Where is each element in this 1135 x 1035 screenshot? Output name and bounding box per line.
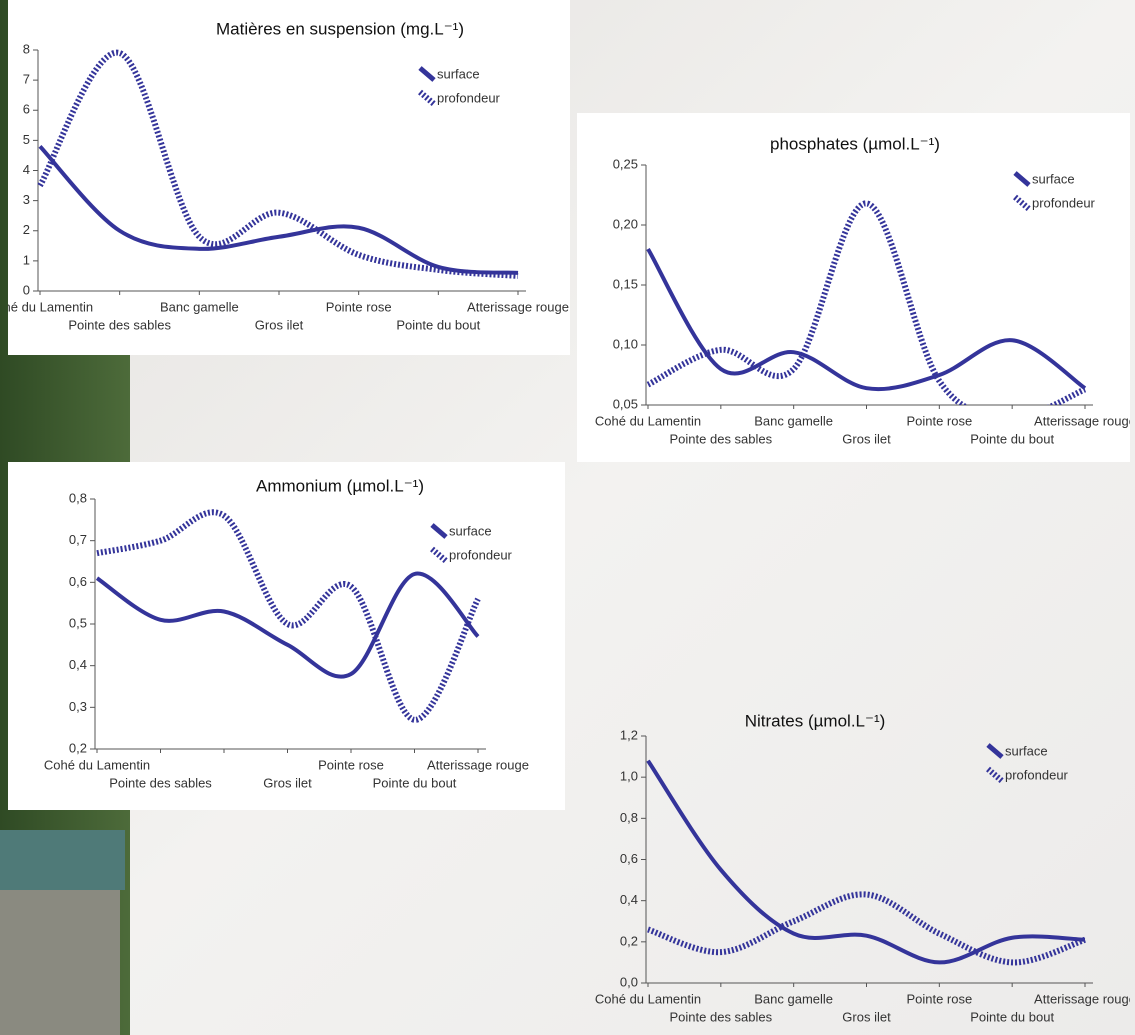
y-tick-label: 0,3 <box>69 699 87 714</box>
legend-label: profondeur <box>1032 195 1096 210</box>
y-tick-label: 5 <box>23 132 30 147</box>
panel <box>577 113 1130 462</box>
y-tick-label: 0,5 <box>69 615 87 630</box>
x-tick-label: Gros ilet <box>842 1009 891 1024</box>
x-tick-label: Pointe des sables <box>68 317 171 332</box>
y-tick-label: 0,7 <box>69 532 87 547</box>
legend-label: surface <box>1032 171 1075 186</box>
y-tick-label: 0,6 <box>620 851 638 866</box>
x-tick-label: Atterissage rouge <box>1034 413 1135 428</box>
y-tick-label: 8 <box>23 41 30 56</box>
y-tick-label: 0,25 <box>613 156 638 171</box>
x-tick-label: Pointe du bout <box>373 775 457 790</box>
y-tick-label: 0,15 <box>613 276 638 291</box>
x-tick-label: Atterissage rouge <box>427 757 529 772</box>
x-tick-label: Pointe rose <box>326 299 392 314</box>
x-tick-label: Banc gamelle <box>160 299 239 314</box>
legend-label: profondeur <box>437 90 501 105</box>
y-tick-label: 0,10 <box>613 336 638 351</box>
chart: Matières en suspension (mg.L⁻¹) 0 1 2 3 4 5 6 7 8… <box>0 0 570 355</box>
y-tick-label: 0,8 <box>620 810 638 825</box>
chart-title: phosphates (µmol.L⁻¹) <box>770 134 940 153</box>
y-tick-label: 0,20 <box>613 216 638 231</box>
chart-title: Matières en suspension (mg.L⁻¹) <box>216 19 464 38</box>
y-tick-label: 6 <box>23 102 30 117</box>
y-tick-label: 3 <box>23 192 30 207</box>
y-tick-label: 0,4 <box>620 892 638 907</box>
x-tick-label: Cohé du Lamentin <box>0 299 93 314</box>
page: Matières en suspension (mg.L⁻¹) 0 1 2 3 4 5 6 7 8… <box>0 0 1135 1035</box>
x-tick-label: Pointe des sables <box>670 431 773 446</box>
x-tick-label: Pointe du bout <box>396 317 480 332</box>
y-tick-label: 0,6 <box>69 574 87 589</box>
background-rock <box>0 890 120 1035</box>
y-tick-label: 2 <box>23 222 30 237</box>
y-tick-label: 0,2 <box>69 740 87 755</box>
x-tick-label: Pointe rose <box>318 757 384 772</box>
legend-label: profondeur <box>1005 767 1069 782</box>
x-tick-label: Pointe des sables <box>670 1009 773 1024</box>
x-tick-label: Pointe des sables <box>109 775 212 790</box>
legend-label: surface <box>437 66 480 81</box>
y-tick-label: 0 <box>23 282 30 297</box>
y-tick-label: 0,4 <box>69 657 87 672</box>
x-tick-label: Cohé du Lamentin <box>44 757 150 772</box>
y-tick-label: 1,2 <box>620 727 638 742</box>
y-tick-label: 1,0 <box>620 769 638 784</box>
x-tick-label: Pointe rose <box>906 991 972 1006</box>
x-tick-label: Pointe du bout <box>970 431 1054 446</box>
chart: Ammonium (µmol.L⁻¹) 0,2 0,3 0,4 0,5 0,6 0,7 0,8… <box>8 462 565 810</box>
y-tick-label: 4 <box>23 162 30 177</box>
y-tick-label: 1 <box>23 252 30 267</box>
x-tick-label: Gros ilet <box>263 775 312 790</box>
x-tick-label: Cohé du Lamentin <box>595 991 701 1006</box>
chart: phosphates (µmol.L⁻¹) 0,05 0,10 0,15 0,20 0,2… <box>577 113 1135 462</box>
x-tick-label: Gros ilet <box>255 317 304 332</box>
legend-label: profondeur <box>449 547 513 562</box>
chart-title: Nitrates (µmol.L⁻¹) <box>745 711 886 730</box>
x-tick-label: Atterissage rouge <box>1034 991 1135 1006</box>
chart-title: Ammonium (µmol.L⁻¹) <box>256 476 424 495</box>
y-tick-label: 7 <box>23 72 30 87</box>
x-tick-label: Pointe rose <box>906 413 972 428</box>
y-tick-label: 0,05 <box>613 396 638 411</box>
x-tick-label: Cohé du Lamentin <box>595 413 701 428</box>
y-tick-label: 0,0 <box>620 974 638 989</box>
background-water <box>0 830 125 890</box>
y-tick-label: 0,2 <box>620 933 638 948</box>
legend-label: surface <box>449 523 492 538</box>
y-tick-label: 0,8 <box>69 490 87 505</box>
x-tick-label: Gros ilet <box>842 431 891 446</box>
x-tick-label: Pointe du bout <box>970 1009 1054 1024</box>
x-tick-label: Atterissage rouge <box>467 299 569 314</box>
legend-label: surface <box>1005 743 1048 758</box>
x-tick-label: Banc gamelle <box>754 991 833 1006</box>
x-tick-label: Banc gamelle <box>754 413 833 428</box>
